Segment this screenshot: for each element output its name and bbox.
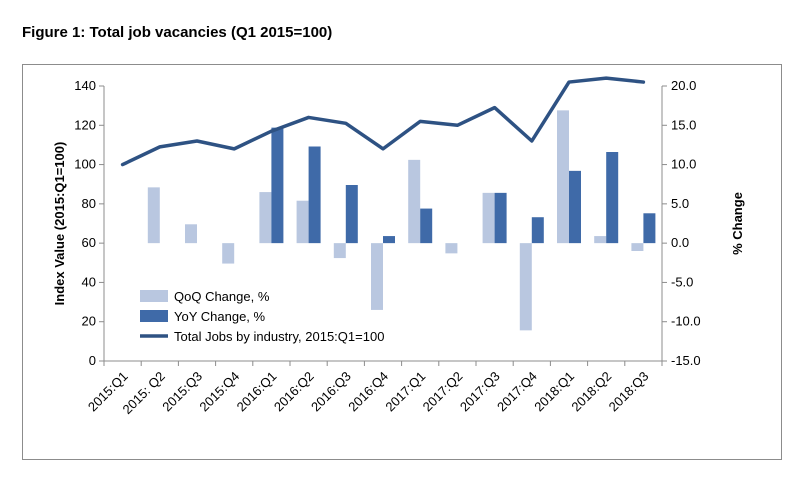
qoq-bar (482, 192, 495, 244)
qoq-bar (445, 243, 458, 254)
yoy-bar (606, 152, 619, 244)
left-tick-label: 80 (82, 196, 96, 211)
left-tick-label: 60 (82, 235, 96, 250)
x-category-label: 2018:Q3 (606, 369, 652, 415)
total-jobs-line (120, 76, 646, 167)
chart-frame (22, 64, 782, 460)
line-layer (120, 76, 646, 167)
qoq-bar (222, 243, 235, 264)
y-axis-title: Index Value (2015:Q1=100) (52, 142, 67, 306)
x-category-label: 2016:Q3 (308, 369, 354, 415)
left-tick-label: 120 (74, 117, 96, 132)
x-category-label: 2015:Q3 (159, 369, 205, 415)
x-category-label: 2017:Q1 (382, 369, 428, 415)
legend-yoy-swatch (140, 310, 168, 322)
right-tick-label: -15.0 (671, 353, 701, 368)
x-category-label: 2018:Q1 (531, 369, 577, 415)
qoq-bar (594, 236, 607, 244)
qoq-bar (631, 243, 644, 251)
right-tick-label: -10.0 (671, 314, 701, 329)
yoy-bar (531, 217, 544, 244)
legend-qoq-label: QoQ Change, % (174, 289, 270, 304)
yoy-bar (308, 146, 321, 244)
yoy-bar (345, 185, 358, 244)
qoq-bar (519, 243, 532, 331)
legend-yoy-label: YoY Change, % (174, 309, 266, 324)
axes-layer (99, 85, 667, 366)
y2-axis-title: % Change (730, 192, 745, 255)
qoq-bar (296, 200, 309, 244)
left-tick-label: 100 (74, 157, 96, 172)
x-category-label: 2017:Q3 (457, 369, 503, 415)
yoy-bar (494, 192, 507, 244)
legend-total-label: Total Jobs by industry, 2015:Q1=100 (174, 329, 384, 344)
right-tick-label: 20.0 (671, 78, 696, 93)
right-tick-label: 5.0 (671, 196, 689, 211)
legend: QoQ Change, % YoY Change, % Total Jobs by … (140, 289, 384, 344)
right-tick-label: 15.0 (671, 117, 696, 132)
qoq-bar (259, 192, 272, 244)
x-category-label: 2016:Q2 (271, 369, 317, 415)
left-tick-label: 40 (82, 274, 96, 289)
right-tick-label: 10.0 (671, 157, 696, 172)
yoy-bar (271, 127, 284, 244)
yoy-bar (383, 236, 395, 244)
x-category-label: 2016:Q4 (345, 369, 391, 415)
x-category-label: 2016:Q1 (234, 369, 280, 415)
qoq-bar (185, 224, 197, 244)
qoq-bar (147, 187, 160, 244)
left-tick-label: 140 (74, 78, 96, 93)
left-tick-label: 20 (82, 314, 96, 329)
x-category-label: 2018:Q2 (568, 369, 614, 415)
bars-layer (147, 110, 656, 331)
right-tick-label: 0.0 (671, 235, 689, 250)
right-tick-label: -5.0 (671, 274, 693, 289)
qoq-bar (408, 159, 421, 244)
qoq-bar (333, 243, 346, 259)
qoq-bar (371, 243, 383, 310)
figure-title: Figure 1: Total job vacancies (Q1 2015=1… (22, 24, 333, 41)
x-category-label: 2017:Q4 (494, 369, 540, 415)
legend-qoq-swatch (140, 290, 168, 302)
yoy-bar (569, 170, 581, 244)
left-tick-label: 0 (89, 353, 96, 368)
x-category-label: 2015:Q4 (196, 369, 242, 415)
yoy-bar (420, 208, 433, 244)
x-category-label: 2017:Q2 (420, 369, 466, 415)
yoy-bar (643, 213, 656, 244)
qoq-bar (557, 110, 569, 244)
